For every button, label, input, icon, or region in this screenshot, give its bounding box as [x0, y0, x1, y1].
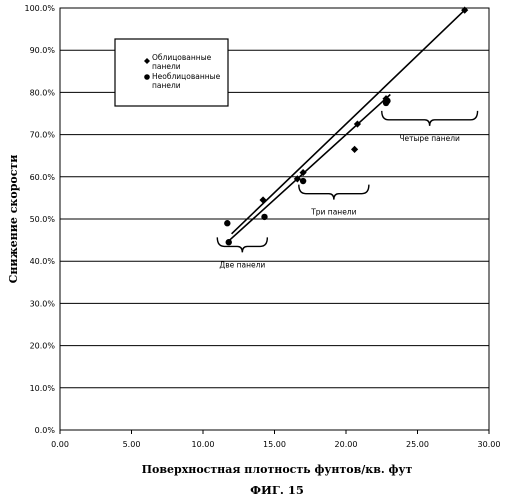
data-point-circle — [261, 214, 267, 220]
legend-label-faced-line2: панели — [152, 62, 181, 71]
annotation-label: Четыре панели — [399, 134, 460, 143]
x-tick-label: 0.00 — [51, 440, 69, 449]
y-tick-label: 60.0% — [30, 173, 56, 182]
data-point-circle — [226, 239, 232, 245]
legend-label-unfaced-line2: панели — [152, 81, 181, 90]
data-point-circle — [224, 220, 230, 226]
y-tick-label: 100.0% — [24, 4, 55, 13]
x-axis-ticks: 0.00 5.00 10.00 15.00 20.00 25.00 30.00 — [51, 430, 500, 449]
y-axis-ticks: 0.0% 10.0% 20.0% 30.0% 40.0% 50.0% 60.0% 70.0% 8… — [24, 4, 55, 435]
data-point-circle — [384, 98, 390, 104]
legend-label-faced-line1: Облицованные — [152, 53, 212, 62]
legend-circle-marker — [144, 74, 150, 80]
x-tick-label: 30.00 — [478, 440, 501, 449]
x-tick-label: 5.00 — [123, 440, 141, 449]
y-tick-label: 20.0% — [30, 342, 56, 351]
y-tick-label: 40.0% — [30, 257, 56, 266]
y-axis-title: Снижение скорости — [7, 155, 20, 284]
x-axis-title: Поверхностная плотность фунтов/кв. фут — [142, 463, 413, 476]
x-tick-label: 10.00 — [192, 440, 215, 449]
y-tick-label: 0.0% — [35, 426, 56, 435]
annotation-label: Три панели — [310, 208, 356, 217]
legend: Облицованные панели Необлицованные панел… — [115, 39, 228, 106]
y-tick-label: 70.0% — [30, 131, 56, 140]
legend-label-unfaced-line1: Необлицованные — [152, 72, 221, 81]
data-point-circle — [300, 178, 306, 184]
y-tick-label: 50.0% — [30, 215, 56, 224]
figure-caption: ФИГ. 15 — [250, 483, 304, 497]
x-tick-label: 25.00 — [406, 440, 429, 449]
y-tick-label: 10.0% — [30, 384, 56, 393]
y-tick-label: 90.0% — [30, 46, 56, 55]
x-tick-label: 20.00 — [335, 440, 358, 449]
x-tick-label: 15.00 — [263, 440, 286, 449]
annotation-label: Две панели — [219, 260, 265, 269]
y-tick-label: 30.0% — [30, 299, 56, 308]
y-tick-label: 80.0% — [30, 88, 56, 97]
